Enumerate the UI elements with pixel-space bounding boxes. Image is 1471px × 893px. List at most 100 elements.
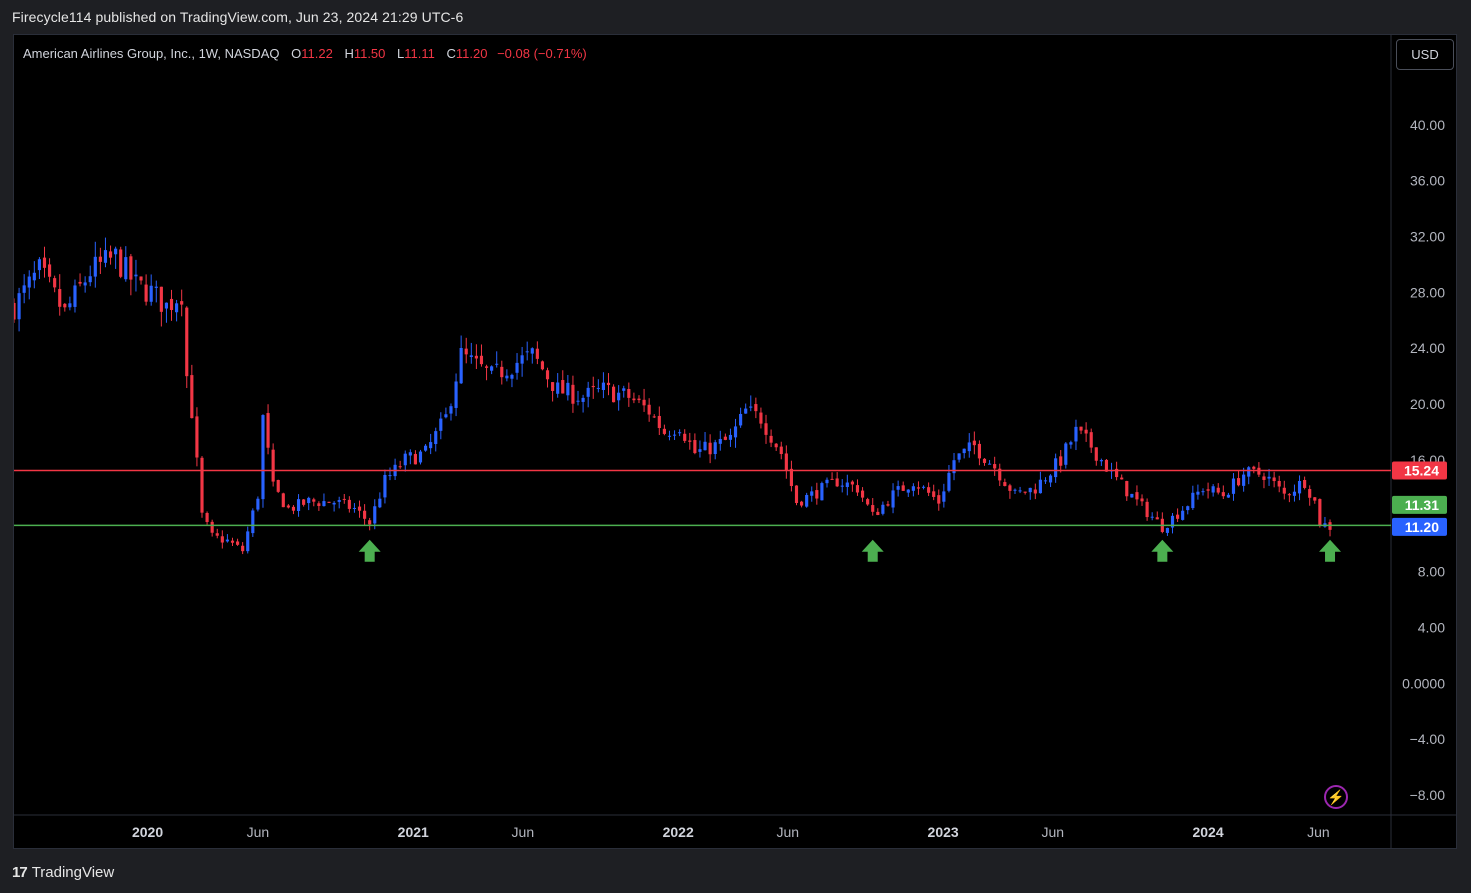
- candle-body: [1165, 527, 1170, 533]
- candle-body: [291, 506, 296, 511]
- candle-body: [825, 479, 829, 484]
- candle-body: [1120, 477, 1124, 480]
- candle-body: [764, 423, 768, 435]
- candle-body: [14, 302, 16, 320]
- candle-body: [815, 490, 819, 499]
- candle-body: [652, 416, 656, 418]
- candle-body: [1211, 486, 1215, 493]
- candle-body: [871, 505, 875, 512]
- candle-body: [322, 501, 326, 507]
- candle-body: [124, 257, 128, 280]
- up-arrow-icon: [1151, 539, 1174, 562]
- candle-body: [1104, 459, 1109, 472]
- candle-body: [83, 282, 87, 286]
- candle-body: [540, 361, 545, 370]
- candle-body: [794, 485, 799, 504]
- flash-icon[interactable]: ⚡: [1324, 785, 1348, 809]
- candle-body: [551, 382, 555, 391]
- candle-body: [1226, 494, 1230, 498]
- change-value: −0.08 (−0.71%): [497, 46, 587, 61]
- price-chart[interactable]: 40.0036.0032.0028.0024.0020.0016.008.004…: [14, 35, 1456, 848]
- candle-body: [1297, 480, 1302, 494]
- candle-body: [855, 485, 860, 493]
- up-arrow-icon: [358, 539, 381, 562]
- candle-body: [1242, 474, 1246, 486]
- candle-body: [932, 491, 936, 497]
- candle-body: [510, 374, 514, 379]
- y-tick-label: 20.00: [1410, 396, 1445, 412]
- candle-body: [718, 438, 722, 444]
- candle-body: [754, 404, 758, 412]
- candle-body: [769, 435, 773, 443]
- candle-body: [566, 382, 570, 396]
- candle-body: [683, 433, 687, 441]
- x-tick-label: 2024: [1192, 824, 1223, 840]
- candle-body: [581, 397, 585, 402]
- candle-body: [185, 307, 189, 377]
- y-tick-label: 36.00: [1410, 173, 1445, 189]
- candle-body: [830, 478, 834, 480]
- candle-body: [103, 250, 108, 263]
- candle-body: [988, 463, 992, 465]
- candle-body: [876, 511, 880, 516]
- y-tick-label: −4.00: [1410, 731, 1446, 747]
- candle-body: [144, 284, 148, 302]
- candle-body: [37, 259, 41, 271]
- candle-body: [1313, 497, 1317, 501]
- candle-body: [200, 457, 204, 513]
- candle-body: [571, 384, 575, 404]
- y-tick-label: 4.00: [1418, 619, 1445, 635]
- candle-body: [1140, 498, 1144, 502]
- candle-body: [1231, 478, 1236, 494]
- candle-body: [789, 468, 793, 487]
- candle-body: [921, 486, 926, 488]
- candle-body: [68, 303, 72, 308]
- candle-body: [1196, 491, 1200, 495]
- candle-body: [901, 485, 905, 491]
- x-tick-label: Jun: [1041, 824, 1064, 840]
- candle-body: [662, 428, 666, 434]
- candle-body: [230, 540, 235, 543]
- candle-body: [225, 539, 229, 542]
- candle-body: [1069, 442, 1073, 445]
- candle-body: [449, 406, 453, 414]
- chart-container[interactable]: 40.00 36.00 32.00 28.00 24.00 20.00 16.00 8.00 4…: [13, 34, 1457, 849]
- candle-body: [241, 545, 245, 552]
- candle-body: [520, 355, 524, 364]
- candle-body: [271, 449, 275, 482]
- candle-body: [398, 466, 402, 468]
- candle-body: [632, 398, 636, 401]
- candle-body: [723, 436, 727, 440]
- candle-body: [317, 503, 321, 506]
- symbol-name: American Airlines Group, Inc., 1W, NASDA…: [23, 46, 280, 61]
- candle-body: [779, 446, 783, 455]
- candle-body: [688, 440, 692, 442]
- candle-body: [1277, 480, 1281, 487]
- candle-body: [927, 487, 931, 493]
- candle-body: [276, 479, 280, 492]
- candle-body: [302, 499, 306, 505]
- candle-body: [744, 408, 748, 414]
- candle-body: [982, 458, 987, 463]
- candle-body: [759, 412, 763, 424]
- x-tick-label: 2022: [663, 824, 694, 840]
- candle-body: [119, 249, 123, 277]
- candle-body: [642, 399, 646, 406]
- candle-body: [474, 355, 478, 359]
- candle-body: [728, 434, 733, 440]
- candle-body: [1089, 432, 1093, 448]
- candle-body: [479, 355, 484, 365]
- candle-body: [220, 536, 224, 543]
- candle-body: [1267, 476, 1271, 479]
- candle-body: [1048, 475, 1053, 483]
- currency-button[interactable]: USD: [1396, 39, 1454, 70]
- candle-body: [530, 348, 534, 354]
- candle-body: [535, 348, 539, 359]
- candle-body: [190, 375, 194, 419]
- candle-body: [993, 464, 997, 469]
- candle-body: [962, 448, 966, 454]
- candle-body: [505, 375, 509, 379]
- footer-brand[interactable]: 17 TradingView: [12, 862, 114, 882]
- x-tick-label: Jun: [1307, 824, 1330, 840]
- candle-body: [678, 432, 682, 434]
